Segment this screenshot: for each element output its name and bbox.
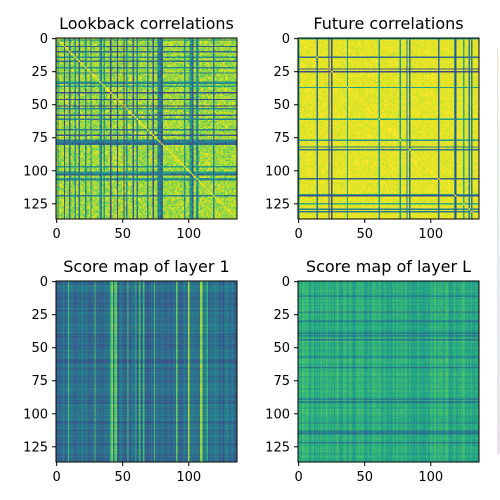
axes-frame [55, 37, 238, 220]
chart-title: Score map of layer L [306, 257, 471, 276]
y-tick-label: 125 [265, 197, 290, 212]
x-tick-label: 50 [114, 227, 131, 242]
y-tick-label: 50 [31, 341, 48, 356]
heatmap-panel: Lookback correlations 0 50 100 0 25 50 75 100 125 [23, 14, 238, 242]
x-tick-label: 50 [356, 470, 373, 485]
y-tick-label: 125 [23, 440, 48, 455]
y-tick-label: 100 [265, 164, 290, 179]
heatmap-image [298, 38, 479, 219]
y-tick-label: 0 [40, 275, 48, 290]
axes-frame [297, 280, 480, 463]
x-tick-label: 0 [53, 227, 61, 242]
y-tick-label: 100 [265, 407, 290, 422]
y-tick-label: 50 [273, 98, 290, 113]
axes-frame [297, 37, 480, 220]
heatmap-panel: Future correlations 0 50 100 0 25 50 75 100 125 [265, 14, 480, 242]
x-tick-label: 100 [418, 227, 443, 242]
y-tick-label: 75 [31, 131, 48, 146]
heatmap-panel: Score map of layer 1 0 50 100 0 25 50 75 100 125 [23, 257, 238, 485]
y-tick-label: 75 [273, 374, 290, 389]
y-tick-label: 50 [31, 98, 48, 113]
x-tick-label: 100 [418, 470, 443, 485]
y-tick-label: 25 [273, 308, 290, 323]
chart-title: Score map of layer 1 [63, 257, 229, 276]
axes-frame [55, 280, 238, 463]
chart-title: Lookback correlations [59, 14, 234, 33]
x-tick-label: 100 [176, 470, 201, 485]
colorbar-remnant [497, 48, 500, 454]
x-tick-label: 0 [295, 470, 303, 485]
y-tick-label: 100 [23, 164, 48, 179]
y-tick-label: 125 [23, 197, 48, 212]
heatmap-image [298, 281, 479, 462]
colorbar-strip [497, 48, 500, 454]
y-tick-label: 75 [31, 374, 48, 389]
y-tick-label: 25 [273, 65, 290, 80]
y-tick-label: 50 [273, 341, 290, 356]
y-tick-label: 25 [31, 308, 48, 323]
y-tick-label: 25 [31, 65, 48, 80]
y-tick-label: 0 [282, 32, 290, 47]
x-tick-label: 0 [53, 470, 61, 485]
heatmap-image [56, 281, 237, 462]
y-tick-label: 100 [23, 407, 48, 422]
x-tick-label: 50 [114, 470, 131, 485]
y-tick-label: 125 [265, 440, 290, 455]
heatmap-image [56, 38, 237, 219]
x-tick-label: 50 [356, 227, 373, 242]
y-tick-label: 0 [282, 275, 290, 290]
y-tick-label: 0 [40, 32, 48, 47]
y-tick-label: 75 [273, 131, 290, 146]
x-tick-label: 0 [295, 227, 303, 242]
heatmap-panel: Score map of layer L 0 50 100 0 25 50 75 100 125 [265, 257, 480, 485]
chart-title: Future correlations [313, 14, 463, 33]
x-tick-label: 100 [176, 227, 201, 242]
